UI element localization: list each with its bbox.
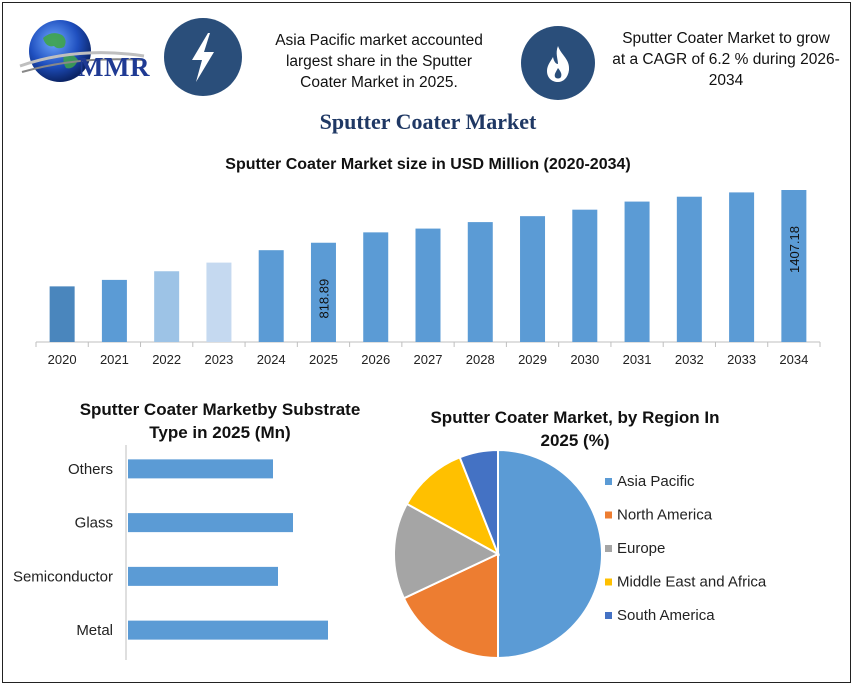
bar-2022: [154, 271, 180, 342]
bar-2029: [520, 216, 546, 342]
data-label: 1407.18: [787, 226, 802, 273]
substrate-title-line: Sputter Coater Marketby Substrate: [79, 400, 361, 419]
region-text-line: largest share in the Sputter: [285, 53, 473, 70]
region-text-line: Coater Market in 2025.: [300, 74, 458, 91]
x-tick-label: 2020: [48, 352, 77, 367]
x-tick-label: 2030: [570, 352, 599, 367]
x-tick-label: 2021: [100, 352, 129, 367]
globe-icon: [19, 20, 145, 82]
legend-label: North America: [617, 507, 713, 524]
x-tick-label: 2023: [204, 352, 233, 367]
market-size-chart-title: Sputter Coater Market size in USD Millio…: [225, 156, 631, 173]
cagr-text: Sputter Coater Market to grow at a CAGR …: [602, 28, 850, 91]
legend-swatch: [605, 545, 612, 552]
cagr-text-line: 2034: [708, 72, 744, 89]
legend-swatch: [605, 511, 612, 519]
pie-slice: [402, 552, 499, 660]
pie-slice: [405, 456, 500, 557]
page-title: Sputter Coater Market: [319, 109, 537, 134]
substrate-chart-title: Sputter Coater Marketby Substrate Type i…: [40, 398, 400, 444]
legend-label: South America: [617, 607, 715, 624]
bar-2031: [624, 201, 650, 342]
substrate-bar: [128, 513, 293, 533]
x-tick-label: 2029: [518, 352, 547, 367]
legend-label: Europe: [617, 540, 665, 557]
flame-icon: [521, 26, 595, 100]
x-tick-label: 2033: [727, 352, 756, 367]
x-tick-label: 2022: [152, 352, 181, 367]
pie-slice: [393, 502, 501, 600]
substrate-title-line: Type in 2025 (Mn): [149, 423, 291, 442]
mmr-logo: MMR: [18, 16, 158, 86]
lightning-bolt-icon: [164, 18, 242, 96]
bar-2023: [206, 262, 232, 342]
substrate-bar: [128, 459, 273, 479]
bar-2030: [572, 209, 598, 342]
cagr-text-line: at a CAGR of 6.2 % during 2026-: [612, 51, 840, 68]
logo-text: MMR: [78, 52, 150, 82]
bar-2027: [415, 228, 441, 342]
region-share-text: Asia Pacific market accounted largest sh…: [256, 30, 502, 93]
pie-slice: [497, 448, 603, 660]
region-title-line: Sputter Coater Market, by Region In: [430, 408, 720, 427]
region-pie-chart: Asia Pacific North America Europe Middle Ea…: [393, 448, 767, 660]
bar-2028: [467, 222, 493, 342]
legend-label: Middle East and Africa: [617, 574, 767, 591]
cagr-text-line: Sputter Coater Market to grow: [622, 30, 830, 47]
substrate-bar: [128, 620, 328, 640]
bar-2024: [258, 250, 284, 342]
region-title-line: 2025 (%): [540, 431, 610, 450]
data-label: 818.89: [316, 279, 331, 319]
bar-2033: [729, 192, 755, 342]
substrate-label: Semiconductor: [13, 568, 113, 585]
x-tick-label: 2026: [361, 352, 390, 367]
legend-label: Asia Pacific: [617, 473, 695, 490]
legend-swatch: [605, 612, 612, 619]
bar-2032: [676, 196, 702, 342]
substrate-label: Metal: [76, 622, 113, 639]
bar-2021: [101, 279, 127, 342]
x-tick-label: 2025: [309, 352, 338, 367]
region-pie-title: Sputter Coater Market, by Region In 2025…: [400, 406, 750, 452]
market-size-bar-chart: 2020 2021 2022 2023 2024 2025 818.89 2026 2027 20…: [35, 190, 821, 367]
substrate-label: Others: [68, 461, 113, 478]
x-tick-label: 2024: [257, 352, 286, 367]
pie-slice: [458, 448, 499, 555]
x-tick-label: 2028: [466, 352, 495, 367]
substrate-label: Glass: [75, 515, 113, 532]
legend-swatch: [605, 578, 612, 586]
x-tick-label: 2031: [623, 352, 652, 367]
legend-swatch: [605, 478, 612, 485]
x-tick-label: 2032: [675, 352, 704, 367]
substrate-bar-chart: Others Glass Semiconductor Metal: [13, 445, 328, 660]
bar-2020: [49, 286, 75, 342]
bar-2034: [781, 190, 807, 342]
x-tick-label: 2027: [414, 352, 443, 367]
bar-2026: [363, 232, 389, 342]
substrate-bar: [128, 566, 278, 586]
bar-2025: [310, 242, 336, 342]
region-text-line: Asia Pacific market accounted: [275, 32, 483, 49]
x-tick-label: 2034: [779, 352, 808, 367]
